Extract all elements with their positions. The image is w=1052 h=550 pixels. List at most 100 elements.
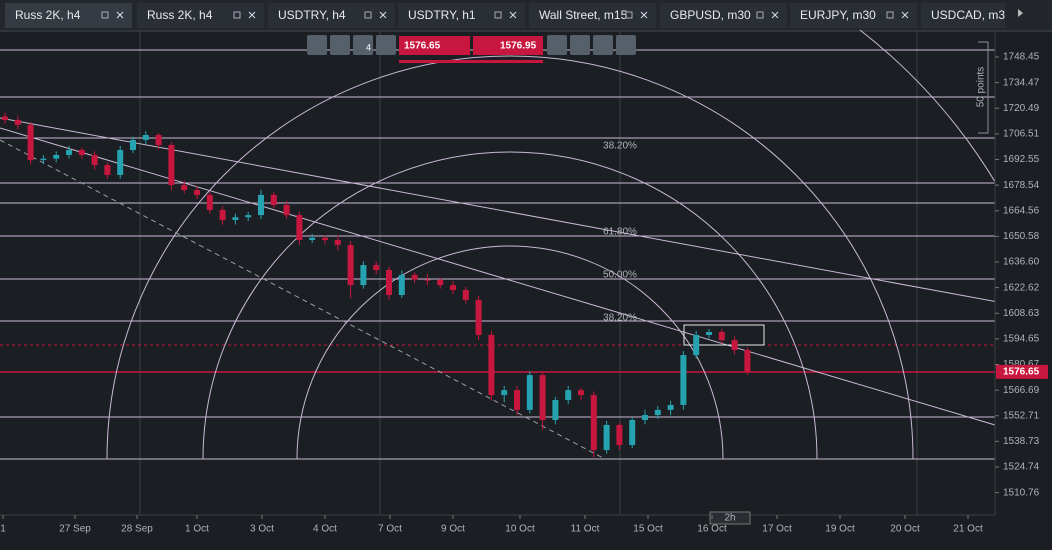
x-tick-label: 28 Sep [121, 524, 153, 535]
tab-close-icon[interactable] [116, 11, 124, 19]
period-box [709, 511, 751, 525]
tab[interactable] [398, 3, 525, 28]
y-tick-label: 1748.45 [1003, 52, 1040, 63]
fib-label: 50.00% [603, 270, 637, 281]
x-tick-label: 11 Oct [571, 524, 600, 535]
x-tick-label: 17 Oct [762, 524, 792, 535]
tab-scroll[interactable] [1018, 9, 1023, 17]
tab-close-icon[interactable] [640, 11, 648, 19]
tool-button[interactable] [330, 35, 350, 55]
candle-body [539, 375, 546, 420]
tab-detach-icon[interactable] [886, 11, 894, 19]
candle-body [155, 134, 162, 146]
tool-button[interactable] [570, 35, 590, 55]
candle-body [462, 290, 469, 300]
tab-label: Wall Street, m15 [539, 8, 628, 22]
candle-body [667, 404, 674, 410]
buy-button[interactable] [473, 36, 543, 55]
tab-detach-icon[interactable] [364, 11, 372, 19]
tab-label: USDTRY, h1 [408, 8, 476, 22]
tab-close-icon[interactable] [901, 11, 909, 19]
candle-body [91, 154, 98, 166]
candle-body [718, 332, 725, 341]
tab[interactable] [660, 3, 787, 28]
candle-body [693, 334, 700, 356]
candle-body [181, 185, 188, 190]
candle-body [194, 189, 200, 195]
tab-close-icon[interactable] [379, 11, 387, 19]
tab[interactable] [5, 3, 132, 28]
tab-label: EURJPY, m30 [800, 8, 876, 22]
last-price-tag [996, 364, 1048, 379]
y-tick-label: 1580.67 [1003, 359, 1040, 370]
x-tick-label: 15 Oct [633, 524, 663, 535]
tab-detach-icon[interactable] [756, 11, 764, 19]
tab-close-icon[interactable] [248, 11, 256, 19]
candle-body [309, 237, 316, 241]
candle-body [450, 285, 456, 291]
y-tick-label: 1720.49 [1003, 103, 1040, 114]
candle-body [706, 332, 712, 335]
x-tick-label: 4 Oct [313, 524, 337, 535]
price-underline [399, 60, 543, 63]
tab-label: GBPUSD, m30 [670, 8, 751, 22]
tab-divider [0, 30, 1052, 32]
candle-body [565, 390, 572, 401]
candle-body [142, 134, 149, 140]
tool-button[interactable] [547, 35, 567, 55]
buy-price: 1576.95 [500, 41, 537, 52]
tab-fade [1005, 3, 1052, 28]
tab[interactable] [137, 3, 264, 28]
y-tick-label: 1524.74 [1003, 462, 1040, 473]
candle-body [168, 145, 175, 186]
x-tick-label: 27 Sep [59, 524, 91, 535]
candle-body [283, 204, 290, 216]
tool-button[interactable] [376, 35, 396, 55]
tab[interactable] [268, 3, 395, 28]
tab-detach-icon[interactable] [494, 11, 502, 19]
tab[interactable] [529, 3, 656, 28]
candle-body [744, 349, 751, 372]
x-tick-label: 9 Oct [441, 524, 465, 535]
candle-body [386, 270, 392, 295]
y-tick-label: 1692.55 [1003, 154, 1040, 165]
candle-body [66, 150, 72, 155]
timeframe-button[interactable] [353, 35, 373, 55]
x-tick-label: 19 Oct [825, 524, 855, 535]
tab-detach-icon[interactable] [233, 11, 241, 19]
candle-body [654, 409, 661, 416]
x-tick-label: 21 Oct [953, 524, 983, 535]
tab-close-icon[interactable] [771, 11, 779, 19]
tab[interactable] [790, 3, 917, 28]
candle-body [616, 424, 623, 446]
tab-close-icon[interactable] [509, 11, 517, 19]
x-tick-label: 20 Oct [890, 524, 920, 535]
tab-detach-icon[interactable] [625, 11, 633, 19]
tab-detach-icon[interactable] [101, 11, 109, 19]
last-price-label: 1576.65 [1003, 367, 1040, 378]
x-tick-label: 7 Oct [378, 524, 402, 535]
candle-body [2, 116, 8, 120]
candle-body [373, 265, 380, 271]
sell-price: 1576.65 [404, 41, 441, 52]
candle-body [731, 340, 738, 350]
tab-label: Russ 2K, h4 [15, 8, 81, 22]
sell-button[interactable] [399, 36, 470, 55]
y-tick-label: 1552.71 [1003, 410, 1040, 421]
candle-body [526, 375, 533, 410]
candle-body [501, 390, 508, 396]
candle-body [296, 215, 303, 241]
tool-button[interactable] [307, 35, 327, 55]
tool-button[interactable] [616, 35, 636, 55]
candle-body [232, 217, 239, 221]
candle-body [270, 194, 277, 205]
x-tick-label: 1 Oct [185, 524, 209, 535]
candle-body [334, 240, 341, 245]
candle-body [411, 275, 418, 280]
candle-body [40, 158, 47, 161]
tool-button[interactable] [593, 35, 613, 55]
candle-body [642, 415, 648, 420]
x-tick-label: 10 Oct [505, 524, 535, 535]
